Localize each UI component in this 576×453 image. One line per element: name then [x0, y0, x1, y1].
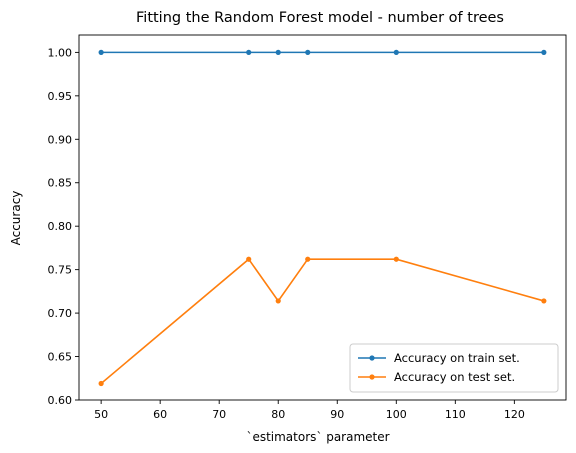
y-tick-label-2: 0.70: [48, 307, 73, 320]
plot-area: 50 60 70 80 90 100 110 120 0.60 0.65 0.70 0.75 0.80 0…: [48, 34, 567, 421]
y-tick-label-1: 0.65: [48, 351, 73, 364]
legend: Accuracy on train set. Accuracy on test s…: [349, 343, 559, 393]
y-tick-label-4: 0.80: [48, 220, 73, 233]
y-axis-label: Accuracy: [9, 191, 23, 246]
x-axis-label: `estimators` parameter: [246, 430, 389, 444]
y-tick-label-5: 0.85: [48, 177, 73, 190]
series-0-point-1: [246, 49, 252, 55]
legend-marker-1: [369, 374, 375, 380]
x-tick-label-6: 110: [445, 408, 466, 421]
legend-marker-0: [369, 355, 375, 361]
series-1-point-3: [305, 256, 311, 262]
series-0-point-3: [305, 49, 311, 55]
x-tick-label-4: 90: [330, 408, 344, 421]
series-1-point-1: [246, 256, 252, 262]
legend-box: [349, 343, 559, 393]
series-1-point-2: [275, 298, 281, 304]
series-1-point-5: [541, 298, 547, 304]
series-0-point-2: [275, 49, 281, 55]
series-1-point-0: [98, 380, 104, 387]
plot-frame: [78, 34, 567, 401]
series-1-point-4: [393, 256, 399, 262]
y-tick-label-0: 0.60: [48, 394, 73, 407]
legend-label-0: Accuracy on train set.: [394, 351, 520, 365]
x-tick-label-7: 120: [504, 408, 525, 421]
series-0-point-4: [393, 49, 399, 55]
series-line-1: [100, 258, 545, 385]
x-tick-label-0: 50: [94, 408, 108, 421]
x-tick-label-2: 70: [212, 408, 226, 421]
x-tick-label-5: 100: [386, 408, 407, 421]
legend-label-1: Accuracy on test set.: [394, 370, 515, 384]
x-tick-label-3: 80: [271, 408, 285, 421]
x-tick-label-1: 60: [153, 408, 167, 421]
y-tick-label-7: 0.95: [48, 90, 73, 103]
y-tick-label-6: 0.90: [48, 133, 73, 146]
y-tick-label-8: 1.00: [48, 46, 73, 59]
y-tick-label-3: 0.75: [48, 264, 73, 277]
chart-title: Fitting the Random Forest model - number…: [136, 10, 504, 26]
series-0-point-5: [541, 49, 547, 55]
series-0-point-0: [98, 49, 104, 55]
